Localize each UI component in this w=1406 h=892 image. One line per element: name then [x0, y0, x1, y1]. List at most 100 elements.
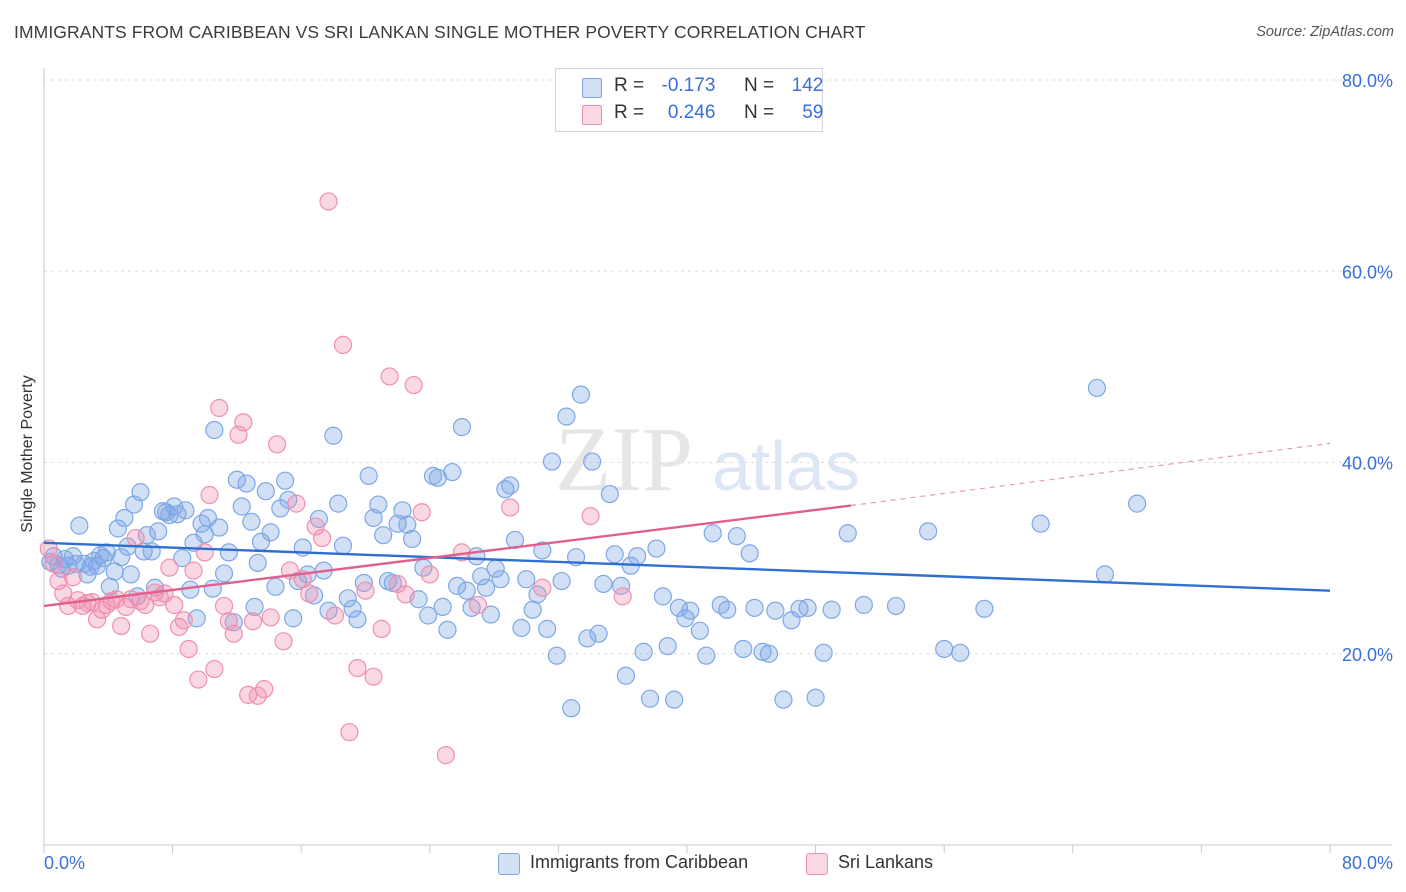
point-caribbean	[227, 470, 246, 489]
point-caribbean	[547, 646, 566, 665]
bottom-legend-swatch-caribbean	[498, 853, 520, 875]
point-caribbean	[457, 581, 476, 600]
point-sri-lankans	[306, 517, 325, 536]
point-caribbean	[634, 642, 653, 661]
point-caribbean	[1127, 494, 1147, 513]
point-caribbean	[70, 516, 89, 535]
point-caribbean	[97, 543, 116, 562]
point-sri-lankans	[165, 595, 184, 615]
point-sri-lankans	[174, 611, 193, 630]
point-caribbean	[491, 570, 510, 589]
point-sri-lankans	[501, 498, 520, 517]
point-sri-lankans	[396, 585, 415, 604]
point-sri-lankans	[533, 578, 552, 597]
point-caribbean	[232, 497, 251, 516]
point-sri-lankans	[107, 590, 126, 609]
point-caribbean	[333, 536, 353, 555]
point-caribbean	[472, 567, 491, 586]
point-sri-lankans	[287, 494, 306, 513]
legend-n-value-sri-lankans: 59	[802, 102, 824, 123]
point-sri-lankans	[274, 632, 293, 651]
point-sri-lankans	[214, 596, 234, 616]
bottom-legend-swatch-sri-lankans	[806, 853, 828, 875]
point-sri-lankans	[136, 595, 155, 615]
y-tick-label: 40.0%	[1342, 454, 1393, 474]
point-caribbean	[219, 543, 238, 562]
point-caribbean	[115, 508, 134, 528]
point-caribbean	[886, 596, 906, 616]
point-caribbean	[523, 600, 542, 619]
point-sri-lankans	[356, 581, 375, 600]
point-caribbean	[448, 576, 467, 595]
point-caribbean	[628, 547, 647, 566]
point-caribbean	[838, 524, 857, 543]
axes	[43, 68, 1392, 853]
point-caribbean	[935, 639, 954, 659]
x-tick-label: 80.0%	[1342, 853, 1393, 873]
point-caribbean	[745, 598, 764, 617]
point-sri-lankans	[436, 746, 455, 765]
point-sri-lankans	[234, 413, 253, 432]
point-caribbean	[374, 526, 393, 545]
point-caribbean	[665, 690, 684, 709]
point-sri-lankans	[404, 375, 423, 395]
point-caribbean	[276, 471, 295, 490]
point-sri-lankans	[364, 667, 383, 686]
point-caribbean	[740, 544, 759, 563]
point-caribbean	[806, 688, 825, 707]
chart-title: IMMIGRANTS FROM CARIBBEAN VS SRI LANKAN …	[14, 22, 866, 42]
legend-swatch-sri-lankans	[582, 105, 602, 125]
point-sri-lankans	[239, 685, 258, 704]
point-caribbean	[393, 501, 412, 520]
legend-n-label: N =	[743, 102, 775, 123]
point-caribbean	[261, 523, 280, 542]
point-caribbean	[338, 589, 357, 608]
point-caribbean	[452, 418, 472, 437]
point-caribbean	[108, 519, 128, 538]
point-caribbean	[814, 643, 833, 662]
point-caribbean	[210, 518, 229, 537]
point-caribbean	[975, 599, 994, 618]
point-caribbean	[766, 601, 785, 620]
point-sri-lankans	[200, 485, 219, 505]
point-sri-lankans	[267, 435, 287, 454]
trend-line-caribbean	[43, 541, 1331, 592]
point-caribbean	[476, 578, 496, 597]
point-caribbean	[578, 629, 597, 648]
point-sri-lankans	[613, 587, 632, 606]
point-caribbean	[727, 527, 746, 546]
point-sri-lankans	[581, 506, 600, 526]
point-caribbean	[284, 609, 303, 628]
point-caribbean	[237, 474, 256, 493]
watermark-zip: ZIP	[555, 408, 693, 510]
point-caribbean	[1031, 514, 1050, 533]
point-caribbean	[589, 624, 608, 643]
point-caribbean	[324, 426, 343, 445]
point-caribbean	[364, 508, 383, 528]
point-caribbean	[149, 522, 168, 541]
point-caribbean	[616, 666, 636, 685]
legend-n-value-caribbean: 142	[791, 75, 824, 96]
point-caribbean	[669, 598, 689, 617]
point-caribbean	[594, 574, 613, 594]
point-sri-lankans	[468, 595, 488, 615]
point-sri-lankans	[189, 670, 208, 689]
trend-line-sri-lankans	[43, 504, 852, 608]
point-caribbean	[501, 476, 520, 495]
point-caribbean	[348, 610, 367, 629]
y-tick-label: 60.0%	[1342, 262, 1393, 282]
point-caribbean	[562, 699, 581, 718]
point-caribbean	[552, 571, 571, 591]
point-caribbean	[176, 501, 195, 520]
point-caribbean	[205, 420, 224, 440]
point-sri-lankans	[261, 608, 280, 627]
point-caribbean	[481, 605, 500, 624]
trend-line-sri-lankans-extension	[850, 442, 1331, 507]
point-caribbean	[256, 482, 275, 501]
point-caribbean	[248, 553, 267, 573]
point-caribbean	[203, 579, 222, 598]
point-sri-lankans	[380, 367, 399, 386]
point-sri-lankans	[126, 528, 145, 548]
point-sri-lankans	[63, 568, 83, 587]
